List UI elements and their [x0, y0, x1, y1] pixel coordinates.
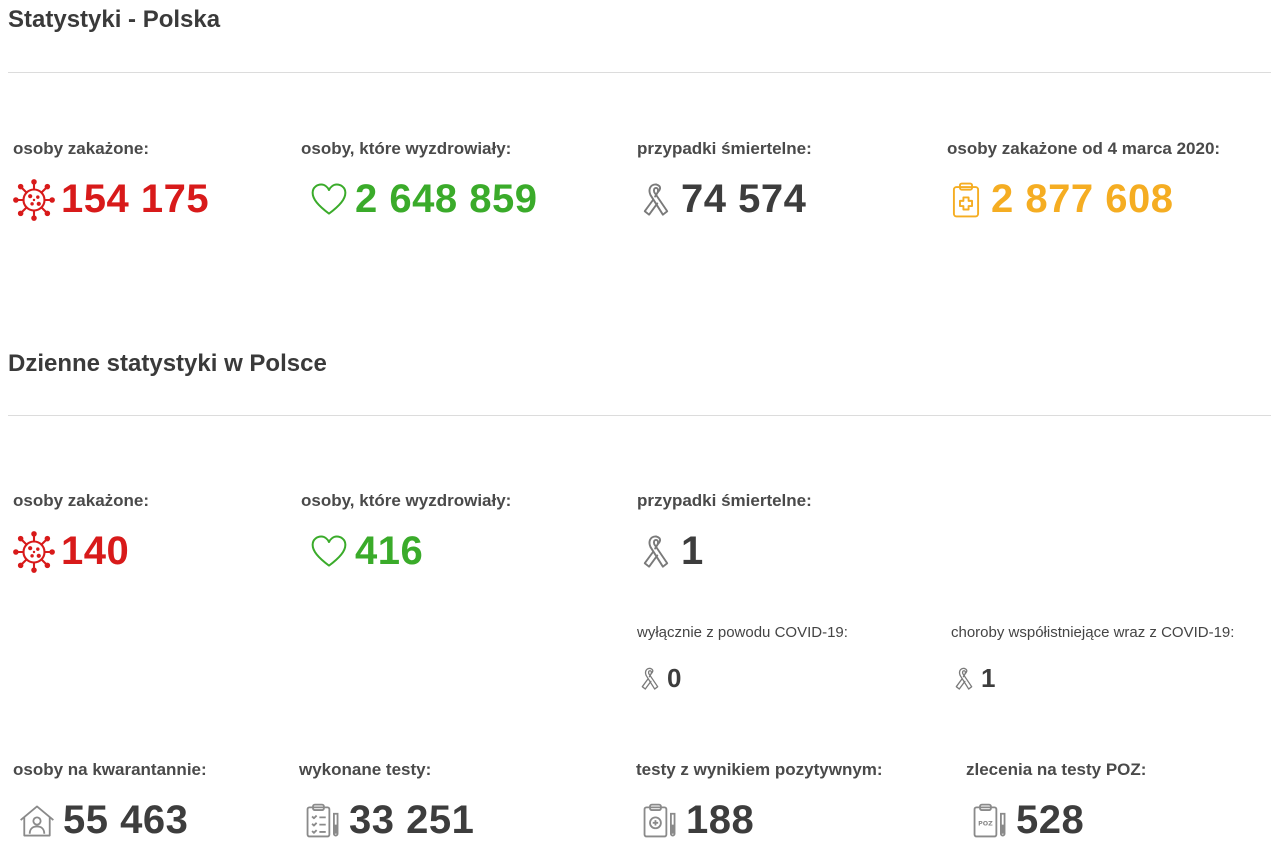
stat-daily-deaths: przypadki śmiertelne: 1: [637, 491, 812, 574]
clipboard-cross-icon: [947, 181, 985, 219]
stat-label: choroby współistniejące wraz z COVID-19:: [951, 624, 1235, 641]
stat-label: osoby na kwarantannie:: [13, 760, 207, 779]
stat-daily-infected: osoby zakażone: 140: [13, 491, 149, 574]
house-person-icon: [17, 801, 57, 841]
clipboard-poz-icon: [970, 801, 1010, 841]
stat-value: 528: [1016, 798, 1085, 842]
ribbon-icon: [637, 666, 663, 692]
stat-daily-quarantine: osoby na kwarantannie: 55 463: [13, 760, 207, 843]
ribbon-icon: [951, 666, 977, 692]
stat-label: osoby zakażone od 4 marca 2020:: [947, 139, 1221, 158]
virus-icon: [13, 531, 55, 573]
section-title-daily: Dzienne statystyki w Polsce: [8, 350, 327, 377]
section-title-totals: Statystyki - Polska: [8, 6, 221, 33]
ribbon-icon: [637, 533, 675, 571]
stat-daily-deaths-covid-only: wyłącznie z powodu COVID-19: 0: [637, 624, 848, 694]
stat-label: osoby zakażone:: [13, 491, 150, 510]
stat-value: 74 574: [681, 177, 807, 221]
stat-total-deaths: przypadki śmiertelne: 74 574: [637, 139, 812, 222]
stat-value: 140: [61, 529, 130, 573]
stat-value: 188: [686, 798, 755, 842]
stat-label: wyłącznie z powodu COVID-19:: [637, 624, 848, 641]
stat-label: wykonane testy:: [299, 760, 432, 779]
stat-label: przypadki śmiertelne:: [637, 139, 812, 158]
stat-daily-deaths-comorbid: choroby współistniejące wraz z COVID-19:…: [951, 624, 1234, 694]
clipboard-tube-icon: [303, 801, 343, 841]
stat-daily-poz-orders: zlecenia na testy POZ: 528: [966, 760, 1146, 843]
stat-label: testy z wynikiem pozytywnym:: [636, 760, 883, 779]
divider: [8, 72, 1271, 73]
stat-value: 55 463: [63, 798, 189, 842]
heart-icon: [309, 532, 349, 572]
stat-total-recovered: osoby, które wyzdrowiały: 2 648 859: [301, 139, 537, 222]
stat-value: 2 877 608: [991, 177, 1174, 221]
stat-value: 0: [667, 663, 682, 693]
stat-value: 33 251: [349, 798, 475, 842]
stat-daily-recovered: osoby, które wyzdrowiały: 416: [301, 491, 511, 574]
stat-value: 416: [355, 529, 424, 573]
heart-icon: [309, 180, 349, 220]
stat-total-infected: osoby zakażone: 154 175: [13, 139, 209, 222]
stat-total-since-march: osoby zakażone od 4 marca 2020: 2 877 60…: [947, 139, 1220, 222]
stat-value: 1: [981, 663, 996, 693]
stat-daily-tests: wykonane testy: 33 251: [299, 760, 474, 843]
ribbon-icon: [637, 181, 675, 219]
stat-value: 2 648 859: [355, 177, 538, 221]
divider: [8, 415, 1271, 416]
stat-daily-positive-tests: testy z wynikiem pozytywnym: 188: [636, 760, 883, 843]
clipboard-plus-tube-icon: [640, 801, 680, 841]
stat-value: 1: [681, 529, 704, 573]
stat-label: osoby zakażone:: [13, 139, 150, 158]
virus-icon: [13, 179, 55, 221]
stat-label: zlecenia na testy POZ:: [966, 760, 1147, 779]
stat-label: osoby, które wyzdrowiały:: [301, 491, 512, 510]
stat-label: osoby, które wyzdrowiały:: [301, 139, 512, 158]
stat-label: przypadki śmiertelne:: [637, 491, 812, 510]
stat-value: 154 175: [61, 177, 210, 221]
